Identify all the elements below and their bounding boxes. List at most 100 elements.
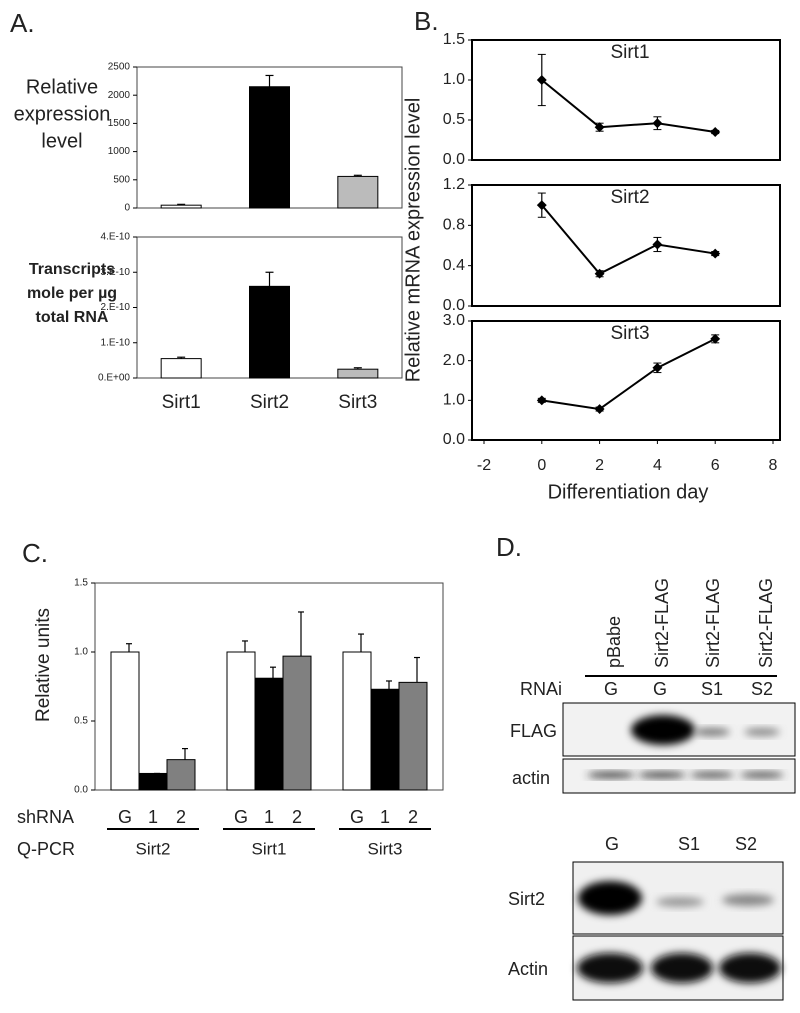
x-tick-label: Sirt3 (368, 839, 403, 858)
point (710, 333, 721, 344)
x-tick-label: Sirt3 (338, 392, 377, 413)
y-axis-label: mole per µg (27, 285, 117, 302)
band (719, 953, 781, 983)
y-tick-label: 0.5 (74, 716, 88, 727)
line (541, 79, 716, 133)
bar (370, 688, 400, 791)
rnai-lane: G (604, 679, 618, 699)
line (541, 337, 716, 411)
x-tick-label: Sirt2 (136, 839, 171, 858)
bar (138, 772, 168, 791)
x-tick-label: 4 (653, 457, 662, 474)
band (694, 728, 730, 736)
y-tick-label: 0.8 (443, 217, 465, 234)
bar (226, 651, 256, 791)
y-axis-label: expression (14, 103, 111, 125)
y-tick-label: 4.E-10 (101, 232, 131, 243)
bar (337, 175, 379, 209)
y-tick-label: 0.0 (443, 431, 465, 448)
series-label: 1 (380, 807, 390, 827)
y-tick-label: 1.E-10 (101, 337, 131, 348)
rnai-lane: S1 (701, 679, 723, 699)
y-axis-label: Relative mRNA expression level (402, 98, 424, 383)
bar (166, 759, 196, 791)
y-tick-label: 1000 (108, 146, 131, 157)
y-axis-label: Transcripts (29, 261, 115, 278)
band (578, 881, 642, 915)
rnai-label: RNAi (520, 679, 562, 699)
y-tick-label: 2.E-10 (101, 302, 131, 313)
band (656, 897, 704, 907)
panel-label: B. (414, 6, 439, 36)
x-tick-label: 6 (711, 457, 720, 474)
x-tick-label: Sirt1 (162, 392, 201, 413)
x-tick-label: 8 (769, 457, 778, 474)
y-tick-label: 1.0 (74, 647, 88, 658)
point (536, 75, 547, 85)
point (710, 127, 721, 137)
point (536, 200, 547, 211)
line (541, 204, 716, 275)
y-tick-label: 0.4 (443, 257, 465, 274)
bar (254, 677, 284, 791)
y-tick-label: 1.0 (443, 71, 465, 88)
bar (160, 204, 202, 209)
y-axis-label: Relative units (33, 608, 54, 722)
band (577, 953, 643, 983)
point (536, 395, 547, 406)
point (594, 268, 605, 279)
x-tick-label: 0 (537, 457, 546, 474)
series-label: 2 (176, 807, 186, 827)
band (638, 772, 686, 778)
row-label: shRNA (17, 807, 74, 827)
y-tick-label: 3.E-10 (101, 267, 131, 278)
point (652, 118, 663, 129)
x-axis-label: Differentiation day (548, 481, 709, 503)
band (722, 894, 774, 906)
y-tick-label: 0.5 (443, 111, 465, 128)
plot-frame (471, 39, 781, 161)
y-axis-label: total RNA (36, 309, 109, 326)
chart-title: Sirt1 (610, 42, 649, 63)
bar (282, 655, 312, 791)
bar (160, 358, 202, 379)
plot-frame (471, 320, 781, 441)
rnai-lane: G (653, 679, 667, 699)
x-tick-label: -2 (477, 457, 491, 474)
point (652, 362, 663, 373)
series-label: 1 (148, 807, 158, 827)
blot-row-label: Actin (508, 959, 548, 979)
band (651, 953, 713, 983)
series-label: 1 (264, 807, 274, 827)
x-tick-label: 2 (595, 457, 604, 474)
y-tick-label: 1500 (108, 118, 131, 129)
y-tick-label: 3.0 (443, 312, 465, 329)
lane-label: Sirt2-FLAG (652, 578, 672, 668)
bar (337, 368, 379, 379)
bar (398, 681, 428, 791)
y-tick-label: 0 (124, 203, 130, 214)
point (594, 404, 605, 415)
series-label: 2 (292, 807, 302, 827)
bar (249, 86, 290, 209)
y-axis-label: Relative (26, 76, 98, 98)
bar (249, 285, 290, 379)
point (710, 248, 721, 259)
y-tick-label: 2000 (108, 90, 131, 101)
y-tick-label: 1.2 (443, 176, 465, 193)
y-tick-label: 1.0 (443, 392, 465, 409)
y-tick-label: 2.0 (443, 352, 465, 369)
blot-row-label: Sirt2 (508, 889, 545, 909)
blot-panel: pBabe Sirt2-FLAG Sirt2-FLAG Sirt2-FLAG R… (508, 578, 796, 1001)
row-label: Q-PCR (17, 839, 75, 859)
rnai-lane: S2 (751, 679, 773, 699)
chart-title: Sirt3 (610, 323, 649, 344)
band (587, 772, 635, 778)
y-axis-label: level (41, 130, 82, 152)
band (740, 772, 784, 778)
y-tick-label: 500 (113, 174, 130, 185)
y-tick-label: 0.E+00 (98, 373, 130, 384)
blot-row-label: FLAG (510, 721, 557, 741)
band (631, 715, 695, 745)
